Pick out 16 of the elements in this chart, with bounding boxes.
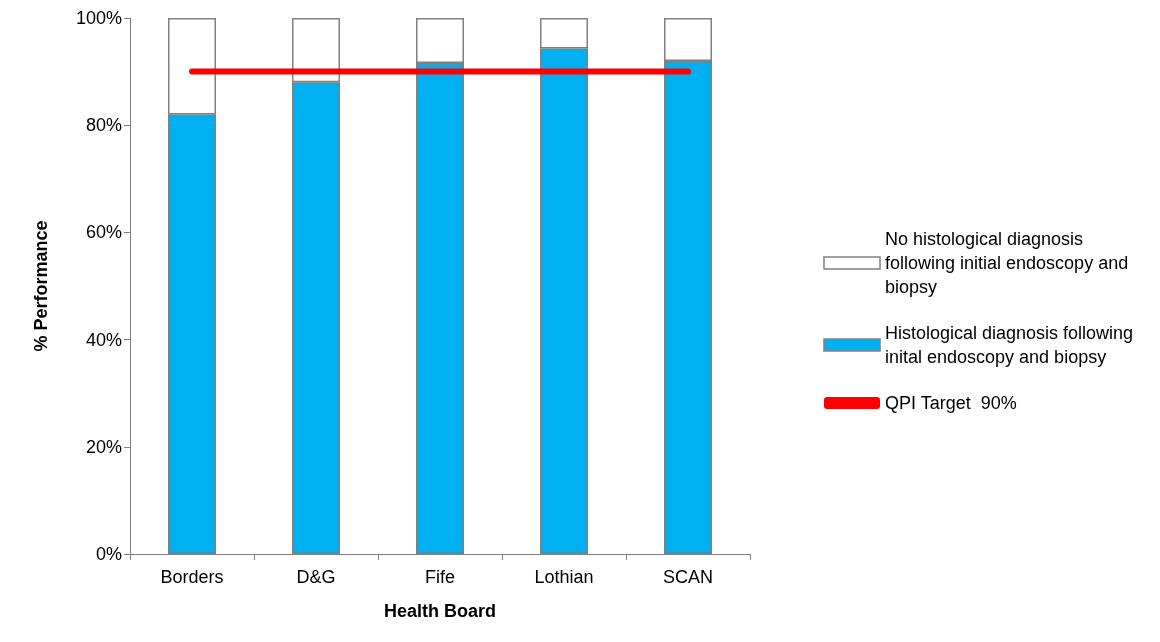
x-tick-label: D&G (296, 567, 336, 587)
x-tick-label: Lothian (534, 567, 594, 587)
y-tick-label: 40% (85, 329, 122, 350)
y-tick-label: 60% (85, 222, 122, 243)
y-tick-label: 100% (75, 8, 122, 28)
legend-label: Histological diagnosis following inital endoscopy and biopsy (885, 323, 1139, 367)
y-tick-label: 20% (85, 436, 122, 457)
legend-label: No histological diagnosis following initial endoscopy and biopsy (885, 229, 1134, 297)
x-tick-label: Borders (160, 567, 224, 587)
y-tick-label: 80% (85, 115, 122, 136)
y-axis-title: % Performance (31, 220, 51, 352)
x-tick-label: SCAN (662, 567, 714, 587)
legend-label: QPI Target 90% (885, 393, 1017, 413)
y-tick-label: 0% (95, 544, 122, 564)
x-tick-label: Fife (424, 567, 456, 587)
x-axis-title: Health Board (383, 601, 497, 621)
